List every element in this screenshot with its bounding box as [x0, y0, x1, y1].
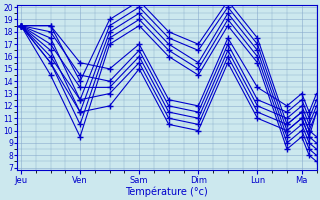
X-axis label: Température (°c): Température (°c) — [125, 186, 208, 197]
